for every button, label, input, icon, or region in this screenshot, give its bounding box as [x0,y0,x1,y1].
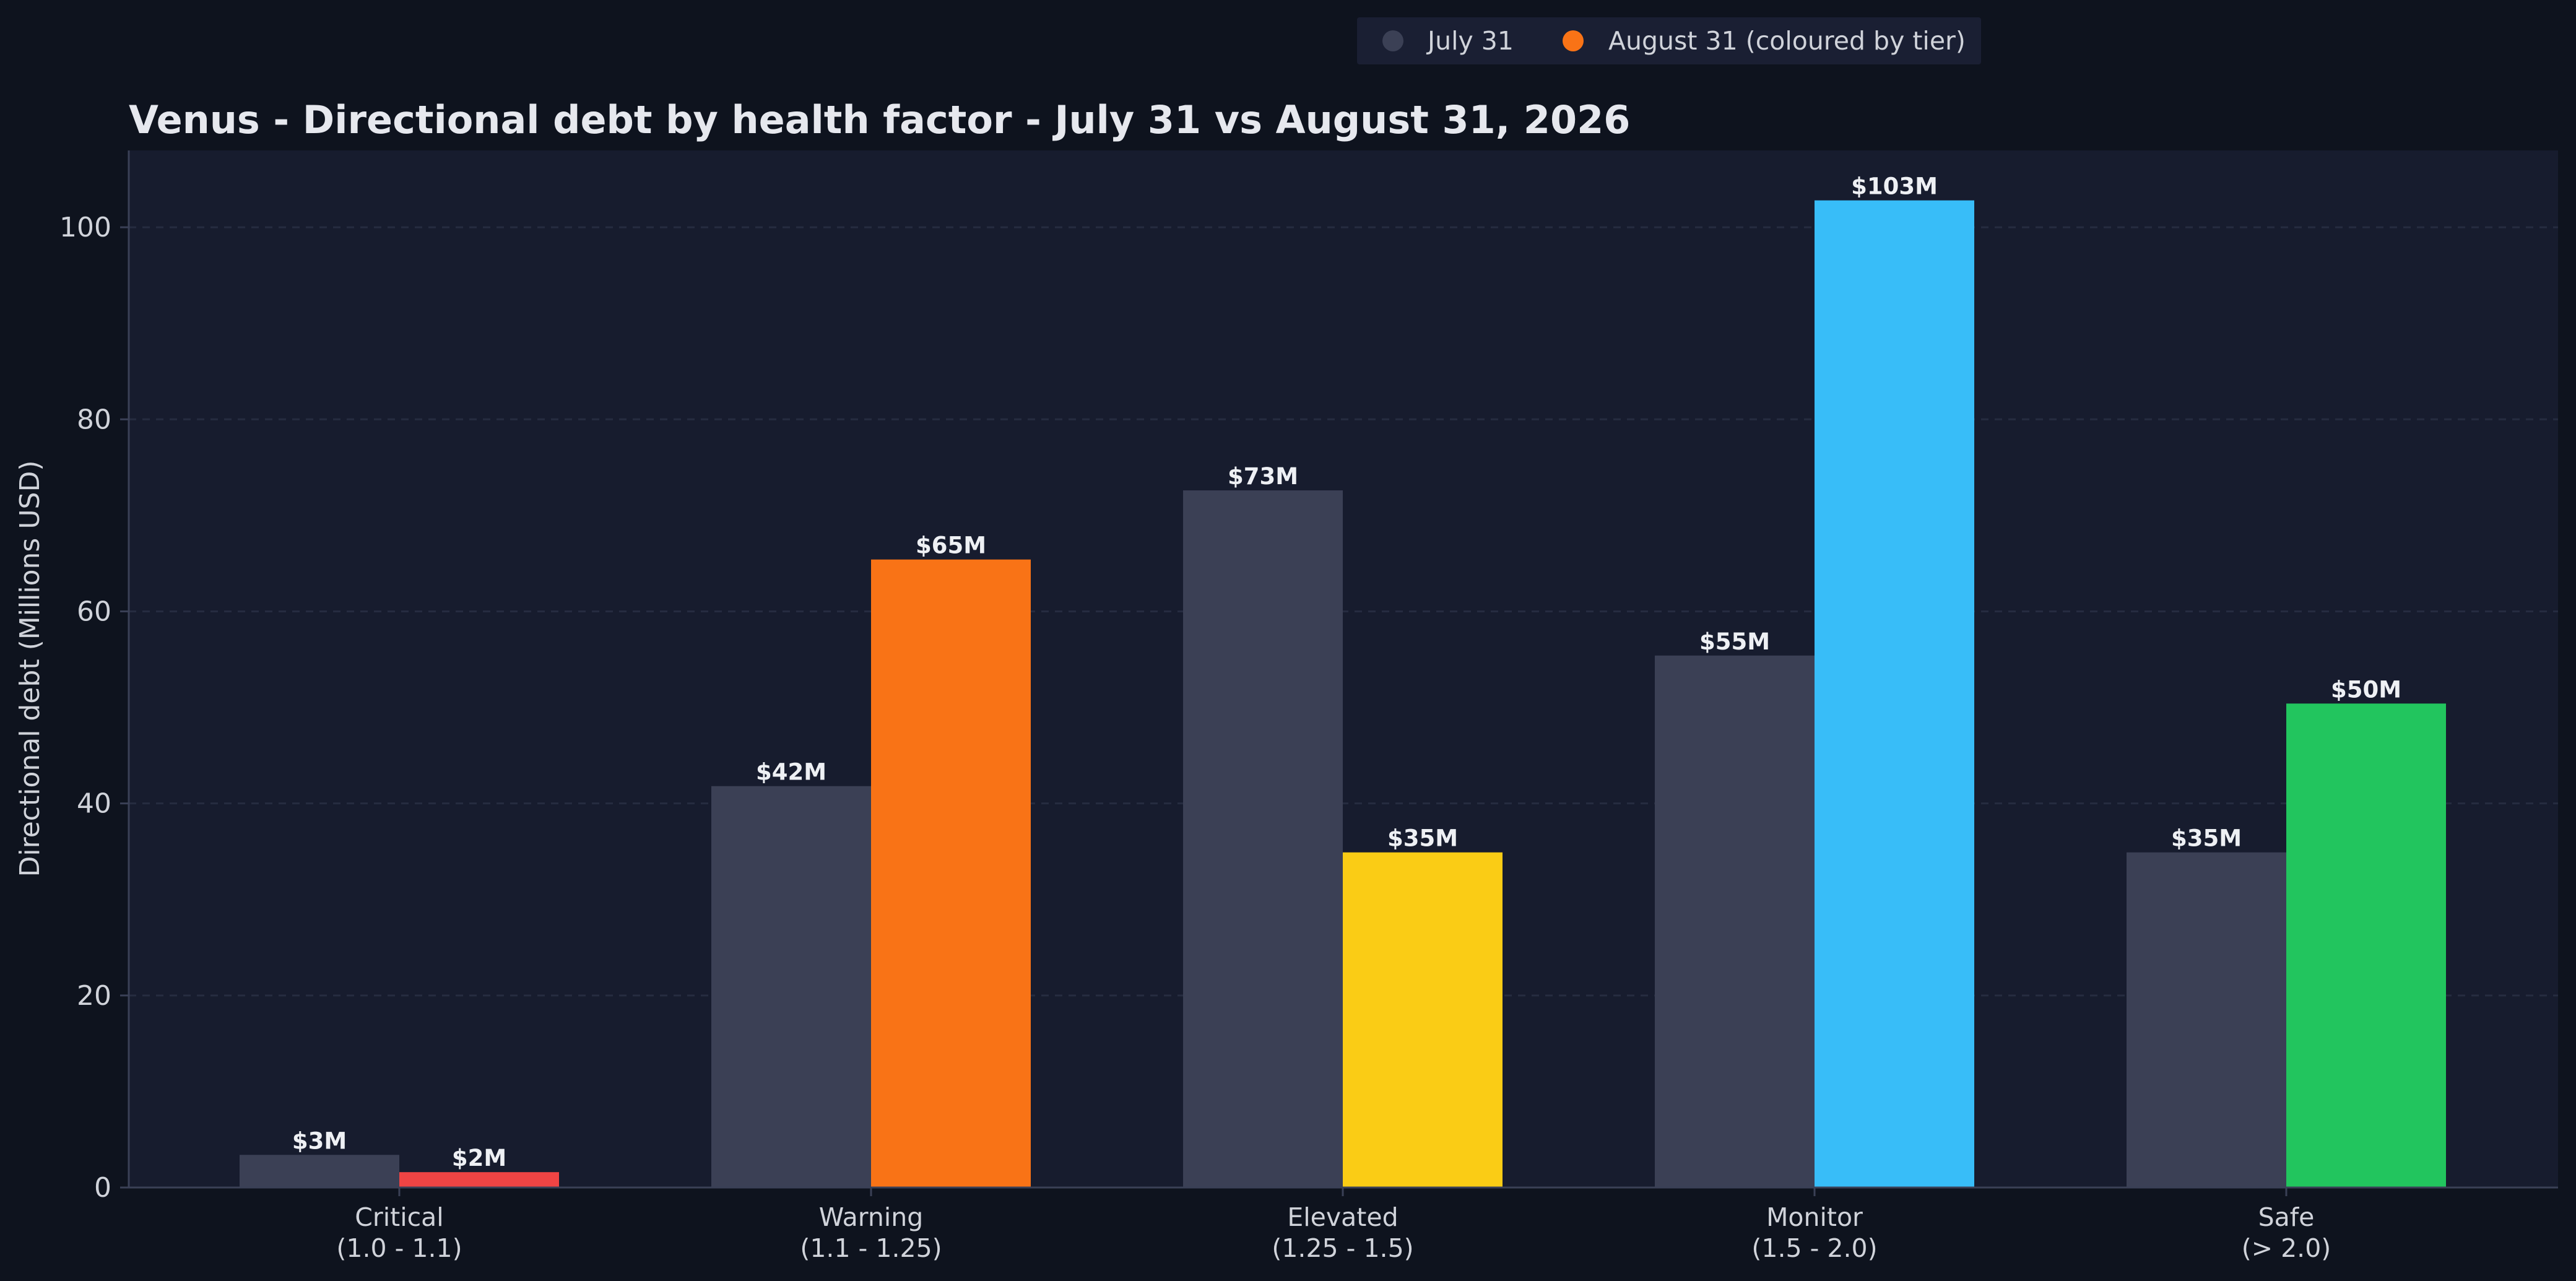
legend-swatch-august [1563,30,1584,51]
data-label: $42M [756,759,826,786]
bar-august [871,559,1031,1188]
bar-august [1343,852,1503,1188]
data-label: $103M [1851,173,1938,200]
x-tick-label-name: Critical [355,1202,443,1232]
x-tick-label-range: (> 2.0) [2242,1233,2331,1263]
data-label: $73M [1228,463,1298,490]
x-tick-label-range: (1.1 - 1.25) [800,1233,942,1263]
data-label: $55M [1699,628,1770,655]
y-axis-label: Directional debt (Millions USD) [14,460,46,877]
bar-july [1655,655,1815,1188]
bar-july [240,1155,399,1188]
legend-box [1357,17,1981,64]
x-tick-label-name: Elevated [1287,1202,1398,1232]
bar-july [711,786,871,1188]
bar-august [399,1172,559,1188]
data-label: $35M [1387,825,1458,852]
x-tick-label-range: (1.5 - 2.0) [1751,1233,1877,1263]
data-label: $65M [916,532,986,559]
data-label: $35M [2171,825,2242,852]
data-label: $3M [292,1127,347,1154]
chart-title: Venus - Directional debt by health facto… [129,97,1630,142]
y-tick-label: 40 [77,788,111,820]
x-tick-label-name: Warning [819,1202,924,1232]
y-tick-label: 0 [94,1172,111,1204]
bar-july [1183,490,1343,1188]
x-tick-label-range: (1.25 - 1.5) [1272,1233,1413,1263]
bar-august [2286,703,2446,1188]
bar-july [2127,852,2286,1188]
bar-august [1815,200,1974,1188]
legend-label-july: July 31 [1426,26,1514,56]
data-labels: $3M $2M $42M $65M $73M $35M $55M $103M $35M $50M [292,173,2401,1172]
y-tick-label: 20 [77,980,111,1012]
data-label: $50M [2331,676,2401,703]
bars [240,200,2446,1188]
x-ticks: Critical(1.0 - 1.1) Warning(1.1 - 1.25) El… [336,1188,2331,1263]
x-tick-label-range: (1.0 - 1.1) [336,1233,462,1263]
y-ticks: 0 20 40 60 80 100 [59,212,129,1204]
legend-swatch-july [1382,30,1403,51]
y-tick-label: 60 [77,596,111,627]
data-label: $2M [452,1145,506,1171]
y-tick-label: 80 [77,404,111,435]
y-tick-label: 100 [59,212,111,243]
legend: July 31 August 31 (coloured by tier) [1357,17,1981,64]
x-tick-label-name: Monitor [1766,1202,1863,1232]
x-tick-label-name: Safe [2258,1202,2315,1232]
legend-label-august: August 31 (coloured by tier) [1608,26,1966,56]
